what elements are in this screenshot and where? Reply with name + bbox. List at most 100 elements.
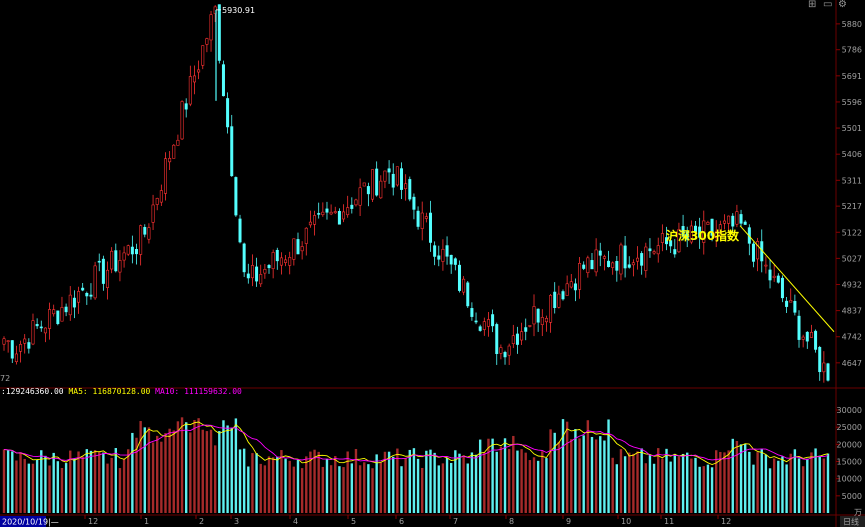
volume-bar xyxy=(652,463,656,513)
price-tick-label: 5311 xyxy=(842,176,862,185)
candle-body xyxy=(250,265,254,279)
price-tick-label: 5027 xyxy=(842,254,862,263)
volume-bar xyxy=(387,451,391,513)
candle-body xyxy=(139,225,143,255)
candle-body xyxy=(573,283,577,291)
candle-body xyxy=(387,168,391,173)
price-tick-label: 4932 xyxy=(842,280,862,289)
candle-body xyxy=(706,221,710,225)
candle-body xyxy=(238,218,242,243)
volume-bar xyxy=(611,457,614,513)
price-tick-label: 5501 xyxy=(842,124,862,133)
candle-body xyxy=(797,315,801,340)
volume-bar xyxy=(590,436,594,513)
volume-bar xyxy=(143,427,146,513)
candle-body xyxy=(135,249,139,255)
volume-bar xyxy=(15,460,18,513)
candle-body xyxy=(106,269,110,288)
candle-body xyxy=(822,362,826,373)
candle-body xyxy=(346,207,350,216)
candle-body xyxy=(743,221,747,225)
candle-body xyxy=(718,224,722,237)
volume-bar xyxy=(458,453,461,513)
volume-bar xyxy=(793,449,797,513)
volume-bar xyxy=(657,448,660,513)
legend-vol-value: :129246360.00 xyxy=(1,387,68,396)
volume-bar xyxy=(574,429,577,513)
volume-bar xyxy=(777,460,780,513)
candle-body xyxy=(623,245,627,269)
volume-bar xyxy=(309,451,312,513)
volume-bar xyxy=(114,448,117,513)
candle-body xyxy=(366,186,370,195)
volume-bar xyxy=(338,466,341,513)
price-tick-label: 5406 xyxy=(842,150,862,159)
volume-bar xyxy=(11,451,14,513)
volume-bar xyxy=(561,419,565,513)
candle-body xyxy=(602,256,606,259)
volume-bar xyxy=(806,458,809,513)
volume-bar xyxy=(238,449,242,513)
volume-bar xyxy=(549,429,552,513)
candle-body xyxy=(486,319,490,327)
volume-bar xyxy=(487,438,490,513)
candle-body xyxy=(569,281,573,288)
candle-body xyxy=(35,324,39,327)
volume-bar xyxy=(764,454,768,513)
candle-body xyxy=(354,199,358,206)
candle-body xyxy=(395,166,399,186)
candle-body xyxy=(424,216,428,219)
volume-bar xyxy=(329,465,333,513)
volume-bar xyxy=(421,467,424,513)
candle-body xyxy=(101,258,105,284)
volume-bar xyxy=(131,432,134,513)
candle-body xyxy=(685,231,689,240)
volume-bar xyxy=(491,438,494,513)
volume-bar xyxy=(325,458,329,513)
candle-body xyxy=(499,347,503,354)
volume-bar xyxy=(636,451,639,513)
candle-body xyxy=(391,173,395,188)
candle-body xyxy=(126,245,130,255)
volume-bar xyxy=(470,452,474,513)
volume-bar xyxy=(354,448,358,513)
volume-bar xyxy=(466,463,469,513)
window-layout-icon[interactable]: ⊞ xyxy=(808,0,817,10)
candle-body xyxy=(727,215,731,224)
candle-body xyxy=(188,76,192,105)
volume-bar xyxy=(449,462,453,513)
volume-bar xyxy=(284,458,287,513)
candle-body xyxy=(474,320,478,323)
volume-bar xyxy=(276,457,279,513)
volume-bar xyxy=(184,422,188,513)
volume-unit-label: 万 xyxy=(854,508,862,517)
volume-bar xyxy=(694,457,697,513)
candle-body xyxy=(789,300,793,303)
date-tick-label: 5 xyxy=(351,517,356,526)
volume-bar xyxy=(507,449,511,513)
candle-body xyxy=(528,325,532,327)
volume-bar xyxy=(296,459,300,513)
candle-body xyxy=(491,314,495,327)
candle-body xyxy=(221,64,225,97)
date-tick-label: 12 xyxy=(721,517,731,526)
volume-bar xyxy=(474,454,478,513)
volume-bar xyxy=(756,452,759,513)
date-tick-label: 6 xyxy=(399,517,404,526)
volume-bar xyxy=(797,458,801,513)
candle-body xyxy=(520,331,524,341)
volume-bar xyxy=(416,458,420,513)
candle-body xyxy=(764,264,768,267)
volume-bar xyxy=(172,430,175,513)
candle-body xyxy=(197,69,201,73)
candle-body xyxy=(97,260,101,263)
candle-body xyxy=(449,254,453,265)
candle-body xyxy=(163,158,167,194)
price-tick-label: 5596 xyxy=(842,98,862,107)
settings-icon[interactable]: ⚙ xyxy=(838,0,847,10)
volume-bar xyxy=(433,452,436,513)
candle-body xyxy=(81,287,85,291)
window-restore-icon[interactable]: ▭ xyxy=(823,0,833,10)
candle-body xyxy=(540,317,544,325)
